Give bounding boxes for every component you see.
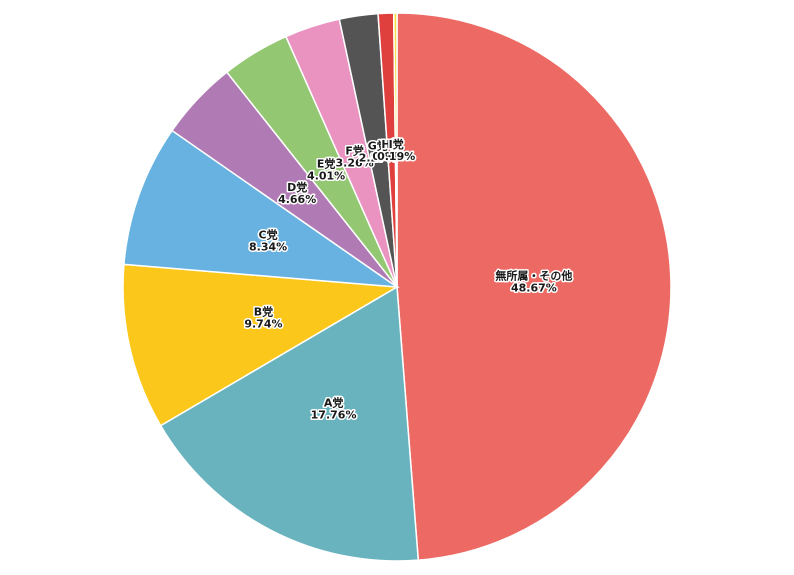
slice-9-percent: 0.91% — [372, 150, 410, 163]
slice-7-percent: 3.26% — [336, 157, 374, 170]
slice-8-percent: 2.27% — [359, 151, 397, 164]
slice-5-name: D党 — [287, 180, 307, 194]
slice-4 — [123, 129, 400, 288]
pie-slices — [122, 12, 672, 562]
slice-4-name: C党 — [259, 228, 278, 242]
slice-7-label: F党 3.26% — [336, 144, 374, 170]
slice-3-label: B党 9.74% — [244, 304, 282, 330]
slice-9-label: H党 0.91% — [372, 137, 410, 163]
slice-9-name: H党 — [381, 137, 401, 151]
slice-4-label: C党 8.34% — [249, 228, 287, 254]
slice-10-name: I党 — [389, 137, 404, 151]
slice-1 — [396, 12, 672, 561]
slice-10-percent: 0.19% — [377, 150, 415, 163]
slice-1-label: 無所属・その他 48.67% — [495, 269, 572, 295]
pie-labels: 無所属・その他 48.67% A党 17.76% B党 9.74% C党 8.34% D党 4.6… — [243, 136, 574, 423]
slice-4-percent: 8.34% — [249, 241, 287, 254]
slice-10-label: I党 0.19% — [377, 137, 415, 163]
slice-6-name: E党 — [317, 157, 336, 171]
slice-2-percent: 17.76% — [311, 408, 357, 421]
slice-1-percent: 48.67% — [511, 282, 557, 295]
slice-3 — [122, 263, 400, 427]
slice-1-name: 無所属・その他 — [495, 269, 572, 283]
slice-6-percent: 4.01% — [307, 170, 345, 183]
slice-6-label: E党 4.01% — [307, 157, 345, 183]
slice-2 — [159, 285, 420, 562]
slice-3-name: B党 — [254, 304, 273, 318]
slice-3-percent: 9.74% — [244, 317, 282, 330]
slice-2-label: A党 17.76% — [311, 395, 357, 421]
slice-8-name: G党 — [368, 138, 388, 152]
slice-10 — [392, 12, 398, 288]
slice-2-name: A党 — [324, 395, 344, 409]
slice-8-label: G党 2.27% — [359, 138, 397, 164]
slice-7-name: F党 — [345, 144, 364, 158]
slice-5-percent: 4.66% — [278, 193, 316, 206]
slice-5-label: D党 4.66% — [278, 180, 316, 206]
